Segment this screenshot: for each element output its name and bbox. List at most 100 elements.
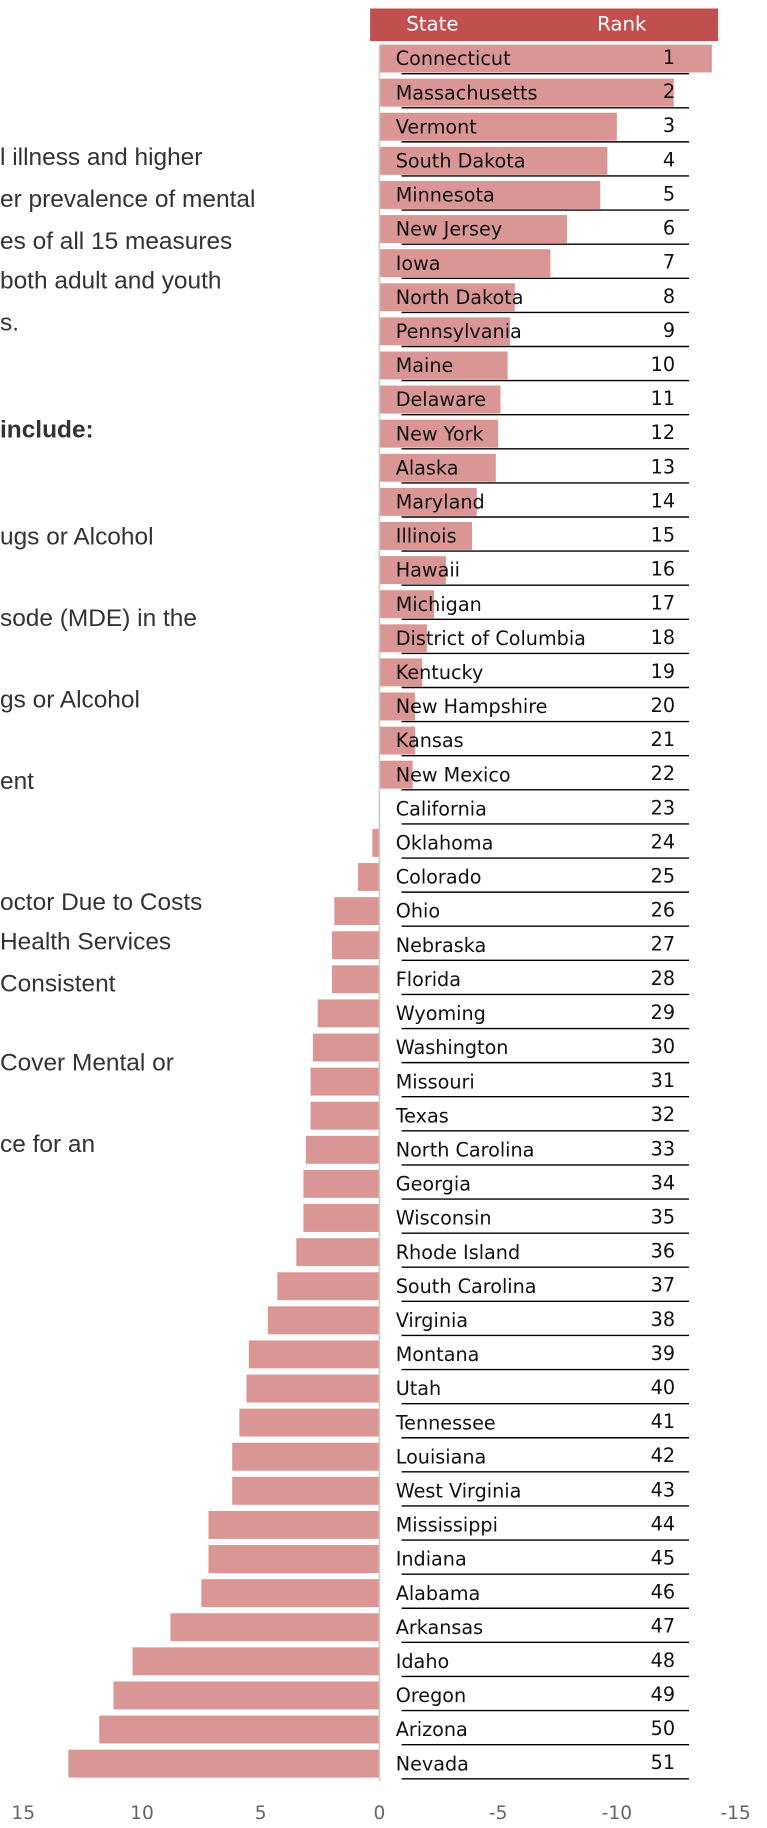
state-label: Montana bbox=[396, 1343, 480, 1366]
bar bbox=[334, 897, 380, 926]
bar bbox=[208, 1510, 380, 1539]
rank-label: 43 bbox=[651, 1478, 675, 1501]
bar bbox=[379, 419, 499, 448]
bar bbox=[379, 215, 567, 244]
rank-label: 2 bbox=[663, 80, 675, 103]
side-text: sode (MDE) in the bbox=[0, 605, 197, 632]
bar bbox=[379, 487, 477, 516]
rank-label: 51 bbox=[651, 1751, 675, 1774]
bar bbox=[132, 1647, 380, 1676]
bar bbox=[331, 965, 380, 994]
bar bbox=[170, 1613, 380, 1642]
state-label: Maryland bbox=[396, 491, 485, 514]
rank-label: 17 bbox=[651, 592, 675, 615]
state-label: Nevada bbox=[396, 1752, 469, 1775]
x-tick-label: 15 bbox=[11, 1803, 35, 1824]
state-label: Alabama bbox=[396, 1582, 481, 1605]
side-text: both adult and youth bbox=[0, 267, 221, 294]
side-text: ugs or Alcohol bbox=[0, 524, 154, 551]
state-label: Vermont bbox=[396, 115, 478, 138]
state-label: Michigan bbox=[396, 593, 482, 616]
bar bbox=[303, 1169, 380, 1198]
header-label: State bbox=[406, 12, 458, 35]
bar bbox=[372, 828, 380, 857]
rank-label: 3 bbox=[663, 114, 675, 137]
bar bbox=[379, 180, 601, 209]
bar bbox=[379, 249, 551, 278]
bar bbox=[379, 658, 423, 687]
rank-label: 26 bbox=[651, 899, 675, 922]
bar bbox=[379, 453, 496, 482]
state-label: Kentucky bbox=[396, 661, 484, 684]
x-tick-label: -15 bbox=[720, 1803, 750, 1824]
bar bbox=[379, 624, 427, 653]
rank-label: 37 bbox=[651, 1274, 675, 1297]
state-label: Rhode Island bbox=[396, 1241, 520, 1264]
side-text: ent bbox=[0, 768, 34, 795]
rank-label: 40 bbox=[651, 1376, 675, 1399]
bar bbox=[379, 692, 416, 721]
rank-label: 45 bbox=[651, 1547, 675, 1570]
state-label: Oklahoma bbox=[396, 832, 494, 855]
state-label: Ohio bbox=[396, 900, 440, 923]
rank-label: 12 bbox=[651, 421, 675, 444]
state-label: Alaska bbox=[396, 456, 459, 479]
rank-label: 46 bbox=[651, 1581, 675, 1604]
state-label: Mississippi bbox=[396, 1514, 498, 1537]
rank-label: 23 bbox=[651, 796, 675, 819]
rank-label: 4 bbox=[663, 148, 675, 171]
header bbox=[370, 8, 719, 42]
rank-label: 6 bbox=[663, 217, 675, 240]
bar bbox=[310, 1101, 380, 1130]
bar bbox=[379, 112, 617, 141]
state-label: Arizona bbox=[396, 1718, 468, 1741]
rank-label: 50 bbox=[651, 1717, 675, 1740]
rank-label: 22 bbox=[651, 762, 675, 785]
state-label: Louisiana bbox=[396, 1445, 487, 1468]
side-text: Consistent bbox=[0, 970, 116, 997]
state-label: Tennessee bbox=[395, 1411, 496, 1434]
rank-label: 49 bbox=[651, 1683, 675, 1706]
bar bbox=[267, 1306, 380, 1335]
rank-label: 11 bbox=[651, 387, 675, 410]
side-text: es of all 15 measures bbox=[0, 228, 232, 255]
bar bbox=[239, 1408, 380, 1437]
bar bbox=[201, 1579, 380, 1608]
state-label: Illinois bbox=[396, 525, 457, 548]
rank-label: 18 bbox=[651, 626, 675, 649]
x-tick-label: 5 bbox=[255, 1803, 267, 1824]
state-label: Georgia bbox=[396, 1173, 471, 1196]
rank-label: 1 bbox=[663, 46, 675, 69]
side-text: ce for an bbox=[0, 1131, 95, 1158]
rank-label: 34 bbox=[651, 1171, 675, 1194]
header-label: Rank bbox=[597, 12, 647, 35]
rank-label: 21 bbox=[651, 728, 675, 751]
state-label: Virginia bbox=[396, 1309, 468, 1332]
state-label: New Jersey bbox=[396, 218, 502, 241]
bar bbox=[379, 78, 674, 107]
state-label: New Hampshire bbox=[396, 695, 548, 718]
side-text: er prevalence of mental bbox=[0, 186, 255, 213]
state-label: New York bbox=[396, 422, 485, 445]
bar bbox=[379, 146, 608, 175]
x-tick-label: 0 bbox=[374, 1803, 386, 1824]
rank-label: 14 bbox=[651, 489, 675, 512]
side-text: octor Due to Costs bbox=[0, 889, 202, 916]
rank-label: 44 bbox=[651, 1512, 675, 1535]
state-label: South Dakota bbox=[396, 150, 526, 173]
bar bbox=[331, 931, 380, 960]
rank-label: 28 bbox=[651, 967, 675, 990]
state-label: Minnesota bbox=[396, 184, 495, 207]
state-label: Idaho bbox=[396, 1650, 450, 1673]
rank-label: 31 bbox=[651, 1069, 675, 1092]
bar bbox=[379, 760, 413, 789]
state-label: Kansas bbox=[396, 729, 464, 752]
bar bbox=[303, 1204, 380, 1232]
bar bbox=[358, 863, 380, 891]
bar bbox=[379, 726, 416, 755]
rank-label: 15 bbox=[651, 523, 675, 546]
side-text: l illness and higher bbox=[0, 144, 202, 171]
state-label: Pennsylvania bbox=[396, 320, 522, 343]
side-text: Cover Mental or bbox=[0, 1050, 174, 1077]
bar bbox=[296, 1238, 380, 1267]
